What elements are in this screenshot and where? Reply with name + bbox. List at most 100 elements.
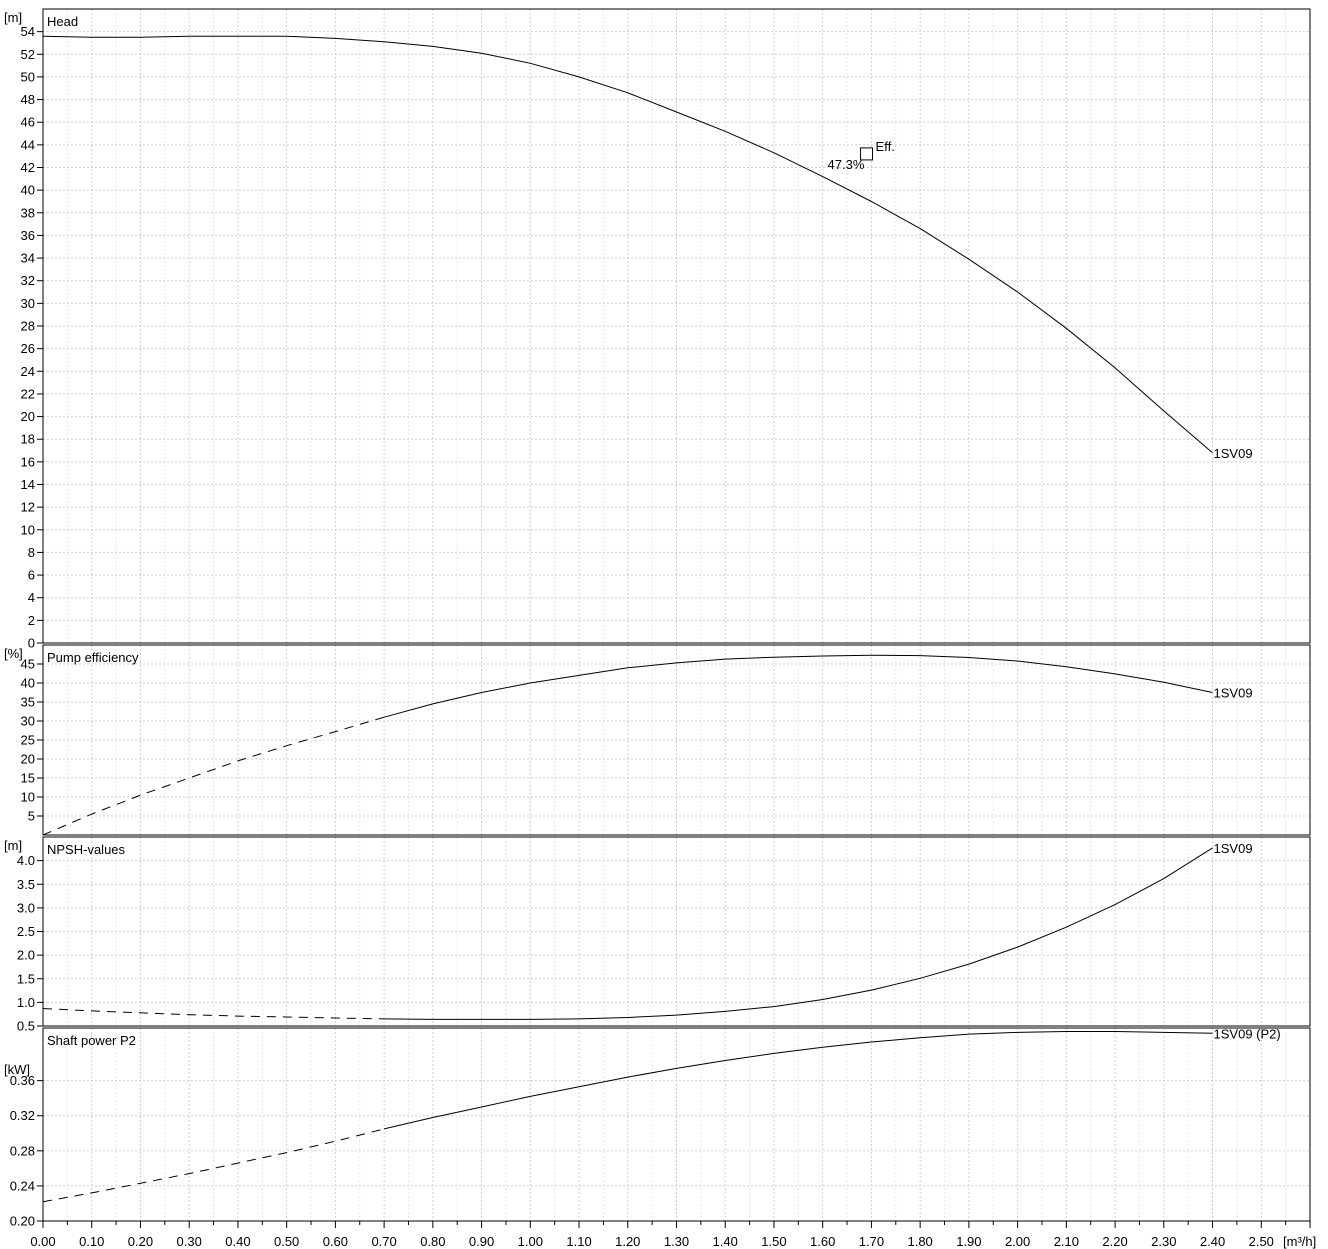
y-tick-label: 6 bbox=[28, 568, 35, 583]
x-tick-label: 2.40 bbox=[1200, 1234, 1225, 1249]
efficiency-panel: 5 10 15 20 25 30 35 40 45 Pump efficiency [%] 1SV09 bbox=[4, 644, 1311, 836]
y-axis-unit-label: [kW] bbox=[4, 1062, 30, 1077]
y-tick-label: 20 bbox=[21, 409, 35, 424]
y-tick-label: 2 bbox=[28, 613, 35, 628]
x-tick-label: 0.60 bbox=[323, 1234, 348, 1249]
x-tick-label: 2.50 bbox=[1249, 1234, 1274, 1249]
efficiency-point-marker bbox=[860, 147, 874, 161]
x-tick-label: 2.00 bbox=[1005, 1234, 1030, 1249]
y-tick-label: 50 bbox=[21, 69, 35, 84]
x-tick-label: 0.10 bbox=[79, 1234, 104, 1249]
efficiency-marker-label: Eff. bbox=[876, 139, 895, 154]
x-tick-label: 1.70 bbox=[859, 1234, 884, 1249]
y-tick-label: 40 bbox=[21, 676, 35, 691]
panel-frame bbox=[42, 8, 1311, 644]
y-tick-label: 0.28 bbox=[10, 1143, 35, 1158]
y-tick-label: 4.0 bbox=[17, 853, 35, 868]
panel-title: Head bbox=[47, 14, 78, 29]
y-tick-label: 16 bbox=[21, 454, 35, 469]
x-tick-label: 1.00 bbox=[518, 1234, 543, 1249]
x-tick-label: 0.40 bbox=[225, 1234, 250, 1249]
y-tick-label: 1.0 bbox=[17, 995, 35, 1010]
panel-title: NPSH-values bbox=[47, 842, 126, 857]
y-axis-unit-label: [%] bbox=[4, 646, 23, 661]
x-tick-label: 0.80 bbox=[420, 1234, 445, 1249]
x-axis: 0.00 0.10 0.20 0.30 0.40 0.50 0.60 0.70 0.80 0.90… bbox=[30, 1221, 1316, 1249]
y-tick-label: 48 bbox=[21, 92, 35, 107]
y-tick-label: 0 bbox=[28, 636, 35, 651]
head-panel: 0246810121416182022242628303234363840424… bbox=[4, 8, 1311, 651]
y-tick-label: 30 bbox=[21, 296, 35, 311]
x-tick-label: 1.30 bbox=[664, 1234, 689, 1249]
y-tick-label: 34 bbox=[21, 251, 35, 266]
y-tick-label: 12 bbox=[21, 500, 35, 515]
y-tick-label: 25 bbox=[21, 733, 35, 748]
x-tick-label: 1.90 bbox=[956, 1234, 981, 1249]
y-tick-label: 2.5 bbox=[17, 924, 35, 939]
x-tick-label: 0.30 bbox=[177, 1234, 202, 1249]
x-tick-label: 1.60 bbox=[810, 1234, 835, 1249]
y-tick-label: 38 bbox=[21, 205, 35, 220]
y-tick-label: 42 bbox=[21, 160, 35, 175]
y-tick-label: 22 bbox=[21, 386, 35, 401]
panel-title: Pump efficiency bbox=[47, 650, 139, 665]
y-tick-label: 30 bbox=[21, 714, 35, 729]
y-tick-label: 32 bbox=[21, 273, 35, 288]
y-tick-label: 26 bbox=[21, 341, 35, 356]
y-tick-label: 40 bbox=[21, 183, 35, 198]
y-tick-label: 3.5 bbox=[17, 877, 35, 892]
y-tick-label: 10 bbox=[21, 522, 35, 537]
series-line-extrapolated bbox=[42, 716, 385, 836]
x-tick-label: 2.30 bbox=[1151, 1234, 1176, 1249]
panel-frame bbox=[42, 644, 1311, 836]
panel-title: Shaft power P2 bbox=[47, 1033, 136, 1048]
y-tick-label: 28 bbox=[21, 319, 35, 334]
y-tick-label: 0.36 bbox=[10, 1073, 35, 1088]
y-tick-label: 15 bbox=[21, 771, 35, 786]
y-tick-label: 10 bbox=[21, 790, 35, 805]
x-tick-label: 0.20 bbox=[128, 1234, 153, 1249]
y-tick-label: 24 bbox=[21, 364, 35, 379]
y-tick-label: 8 bbox=[28, 545, 35, 560]
x-tick-label: 0.00 bbox=[30, 1234, 55, 1249]
x-tick-label: 2.10 bbox=[1054, 1234, 1079, 1249]
x-axis-unit-label: [m³/h] bbox=[1283, 1234, 1316, 1249]
y-tick-label: 45 bbox=[21, 657, 35, 672]
y-axis-unit-label: [m] bbox=[4, 10, 22, 25]
series-label: 1SV09 bbox=[1214, 446, 1253, 461]
x-tick-label: 1.80 bbox=[907, 1234, 932, 1249]
y-tick-label: 20 bbox=[21, 752, 35, 767]
x-tick-label: 2.20 bbox=[1102, 1234, 1127, 1249]
y-tick-label: 52 bbox=[21, 47, 35, 62]
series-label: 1SV09 bbox=[1214, 686, 1253, 701]
x-tick-label: 0.70 bbox=[371, 1234, 396, 1249]
series-line bbox=[42, 35, 1213, 454]
series-label: 1SV09 bbox=[1214, 841, 1253, 856]
y-tick-label: 35 bbox=[21, 695, 35, 710]
series-label: 1SV09 (P2) bbox=[1214, 1026, 1281, 1041]
panel-frame bbox=[42, 836, 1311, 1027]
y-tick-label: 0.32 bbox=[10, 1108, 35, 1123]
x-tick-label: 0.50 bbox=[274, 1234, 299, 1249]
series-line-extrapolated bbox=[42, 1008, 385, 1020]
power-panel: 0.20 0.24 0.28 0.32 0.36 Shaft power P2 [kW] 1S… bbox=[4, 1026, 1311, 1229]
x-tick-label: 0.90 bbox=[469, 1234, 494, 1249]
y-tick-label: 44 bbox=[21, 137, 35, 152]
y-tick-label: 54 bbox=[21, 24, 35, 39]
series-line bbox=[384, 847, 1213, 1020]
x-tick-label: 1.40 bbox=[713, 1234, 738, 1249]
y-tick-label: 0.5 bbox=[17, 1019, 35, 1034]
series-line bbox=[383, 654, 1213, 718]
x-tick-label: 1.10 bbox=[566, 1234, 591, 1249]
npsh-panel: 0.5 1.0 1.5 2.0 2.5 3.0 3.5 4.0 NPSH-values [m] 1S… bbox=[4, 836, 1311, 1034]
x-tick-label: 1.20 bbox=[615, 1234, 640, 1249]
series-line bbox=[383, 1031, 1213, 1130]
y-tick-label: 36 bbox=[21, 228, 35, 243]
y-tick-label: 1.5 bbox=[17, 971, 35, 986]
y-tick-label: 14 bbox=[21, 477, 35, 492]
y-tick-label: 5 bbox=[28, 809, 35, 824]
y-tick-label: 2.0 bbox=[17, 948, 35, 963]
y-tick-label: 4 bbox=[28, 590, 35, 605]
y-tick-label: 18 bbox=[21, 432, 35, 447]
